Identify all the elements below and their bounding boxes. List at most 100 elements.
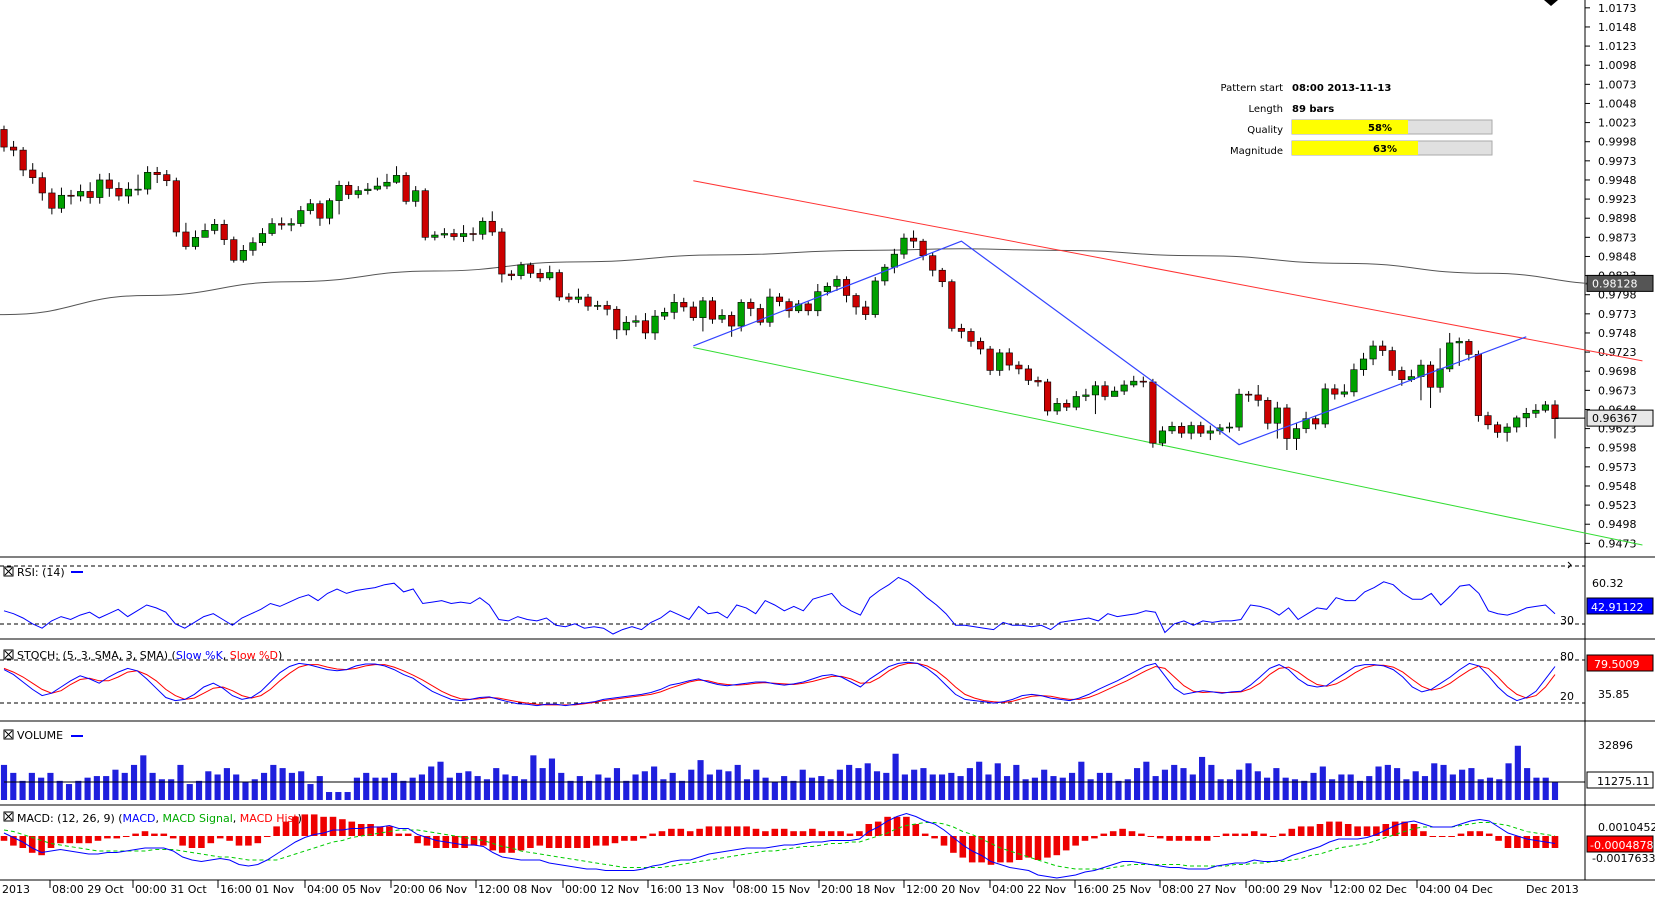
macd-hist-bar <box>790 831 797 836</box>
candle <box>1398 366 1406 386</box>
candle <box>1034 376 1042 387</box>
volume-bar <box>28 772 35 800</box>
macd-hist-bar <box>545 836 553 848</box>
volume-bar <box>353 777 360 800</box>
volume-bar <box>1078 761 1085 800</box>
time-tick-label: 12:00 20 Nov <box>906 883 981 896</box>
candle <box>565 293 573 303</box>
candle <box>1494 421 1502 438</box>
volume-bar <box>260 772 268 800</box>
candle <box>1197 421 1205 438</box>
macd-hist-bar <box>1156 836 1164 839</box>
macd-hist-bar <box>1485 833 1493 836</box>
volume-tick: 32896 <box>1598 739 1633 752</box>
price-tick-label: 0.9923 <box>1598 193 1637 206</box>
volume-bar <box>632 774 639 800</box>
candle <box>1321 383 1329 428</box>
volume-bar <box>372 777 379 800</box>
macd-hist-bar <box>141 831 149 836</box>
time-tick-label: 12:00 08 Nov <box>478 883 553 896</box>
volume-bar <box>474 776 481 800</box>
magnitude-label: Magnitude <box>1230 146 1283 157</box>
price-tick-label: 0.9973 <box>1598 155 1637 168</box>
candle <box>1072 391 1080 411</box>
candle <box>316 200 324 226</box>
volume-bar <box>697 760 704 800</box>
macd-hist-bar <box>1344 824 1352 836</box>
macd-hist-bar <box>1335 821 1343 836</box>
volume-bar <box>641 771 648 800</box>
candle <box>0 125 8 152</box>
volume-bar <box>483 779 491 800</box>
price-tick-label: 0.9473 <box>1598 537 1637 550</box>
macd-hist-bar <box>47 836 55 848</box>
macd-hist-bar <box>75 836 83 844</box>
candle <box>536 268 544 282</box>
candle <box>1388 346 1396 376</box>
quality-value: 58% <box>1368 123 1392 134</box>
candle <box>460 225 468 242</box>
scroll-marker-icon[interactable] <box>1544 0 1558 6</box>
volume-bar <box>1050 776 1057 800</box>
macd-hist-bar <box>893 816 901 836</box>
volume-bar <box>808 777 816 800</box>
time-tick-label: 04:00 22 Nov <box>992 883 1067 896</box>
volume-bar <box>38 777 45 800</box>
volume-bar <box>1375 766 1382 800</box>
price-tick-label: 0.9598 <box>1598 442 1637 455</box>
candle <box>402 172 410 205</box>
price-tick-label: 0.9848 <box>1598 250 1637 263</box>
volume-bar <box>957 776 964 800</box>
macd-hist-bar <box>461 836 468 848</box>
candle <box>124 182 133 204</box>
macd-hist-bar <box>592 836 600 846</box>
volume-bar <box>1059 777 1066 800</box>
volume-bar <box>1226 779 1234 800</box>
pattern-info-box: Pattern start 08:00 2013-11-13 Length 89… <box>1221 83 1493 157</box>
volume-bar <box>586 780 593 800</box>
volume-bar <box>298 771 305 800</box>
candle <box>1225 422 1234 433</box>
volume-bar <box>660 779 667 800</box>
macd-hist-bar <box>451 836 459 848</box>
macd-hist-bar <box>1053 836 1061 856</box>
candle <box>1158 426 1167 447</box>
candle <box>144 166 152 195</box>
macd-hist-bar <box>1288 828 1296 836</box>
candle <box>364 183 372 195</box>
candle <box>737 299 745 332</box>
volume-bar <box>1189 774 1196 800</box>
volume-bar <box>121 772 128 800</box>
candle <box>220 219 228 245</box>
candle <box>852 293 860 315</box>
candle <box>383 173 391 190</box>
volume-bar <box>948 772 955 800</box>
candle <box>527 262 535 278</box>
macd-hist-bar <box>508 836 515 853</box>
macd-hist-bar <box>85 836 92 844</box>
volume-bar <box>1236 769 1243 800</box>
volume-bar <box>1542 777 1549 800</box>
macd-hist-bar <box>395 833 403 836</box>
candle <box>708 297 717 324</box>
candle <box>1139 376 1147 388</box>
volume-bar <box>158 779 165 800</box>
time-tick-label: 00:00 29 Nov <box>1248 883 1323 896</box>
macd-hist-bar <box>705 826 713 836</box>
volume-bar <box>409 777 416 800</box>
macd-hist-bar <box>1420 831 1427 836</box>
volume-bar <box>1003 776 1011 800</box>
volume-bar <box>753 769 760 800</box>
macd-hist-bar <box>940 836 948 846</box>
volume-bar <box>400 780 407 800</box>
macd-signal-line <box>3 822 1556 870</box>
volume-bar <box>651 766 658 800</box>
macd-hist-bar <box>780 828 788 836</box>
candle <box>661 307 669 320</box>
volume-bar <box>195 780 203 800</box>
candle <box>67 189 75 205</box>
volume-bar <box>883 772 890 800</box>
candle <box>287 218 295 232</box>
candle <box>1254 384 1262 407</box>
